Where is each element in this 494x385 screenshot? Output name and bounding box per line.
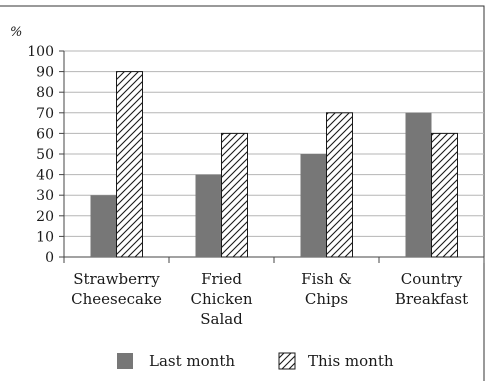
- y-tick-label: 30: [36, 188, 54, 204]
- bar-last-month: [90, 195, 117, 257]
- y-tick-label: 60: [36, 126, 54, 142]
- bar-this-month: [431, 132, 458, 258]
- x-tick-label: Country: [401, 270, 463, 288]
- y-tick-label: 10: [36, 229, 54, 245]
- y-tick-label: 90: [36, 65, 54, 81]
- y-tick-label: 100: [27, 44, 54, 60]
- legend-label-this-month: This month: [308, 352, 394, 370]
- chart-border: [0, 5, 485, 381]
- bar-this-month: [221, 132, 248, 258]
- y-axis-label: %: [10, 25, 22, 40]
- bar-last-month: [195, 174, 222, 257]
- legend-label-last-month: Last month: [149, 352, 235, 370]
- x-tick-label: Fried: [201, 270, 242, 288]
- y-tick-label: 50: [36, 147, 54, 163]
- bar-last-month: [300, 154, 327, 257]
- bar-this-month: [326, 112, 353, 258]
- bar-this-month: [116, 71, 143, 258]
- y-tick-label: 40: [36, 168, 54, 184]
- x-tick-label: Cheesecake: [71, 290, 162, 308]
- legend-swatch-this-month: [278, 352, 296, 370]
- legend: Last month This month: [117, 352, 394, 370]
- y-tick-label: 70: [36, 106, 54, 122]
- legend-swatch-last-month: [117, 353, 133, 369]
- x-tick-label: Fish &: [301, 270, 352, 288]
- bars: [90, 71, 458, 258]
- y-tick-label: 20: [36, 209, 54, 225]
- y-tick-label: 0: [45, 250, 54, 266]
- x-tick-label: Chips: [305, 290, 348, 308]
- category-labels: Strawberry Cheesecake Fried Chicken Salad Fis…: [71, 270, 468, 328]
- x-tick-label: Strawberry: [73, 270, 160, 288]
- x-tick-label: Breakfast: [395, 290, 468, 308]
- x-tick-label: Chicken: [191, 290, 253, 308]
- bar-last-month: [405, 112, 432, 257]
- y-tick-label: 80: [36, 85, 54, 101]
- x-tick-label: Salad: [200, 310, 243, 328]
